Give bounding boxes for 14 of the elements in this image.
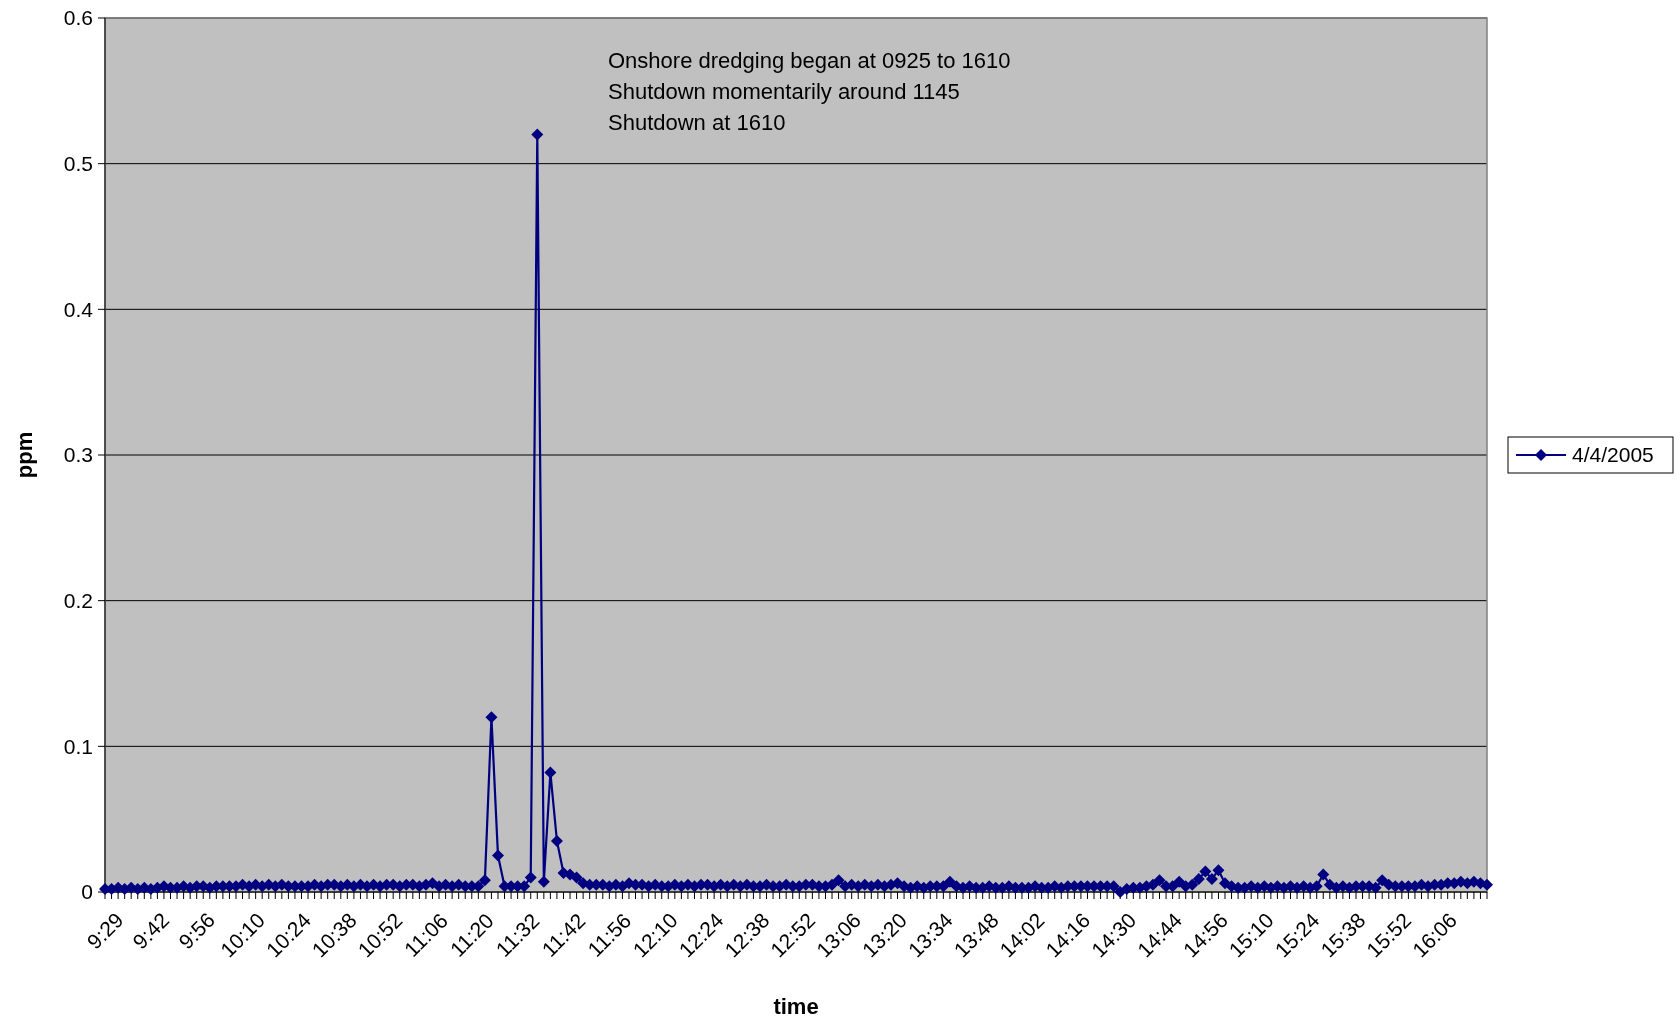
x-tick-label: 9:29 [82, 908, 128, 954]
y-tick-label: 0.2 [63, 589, 93, 613]
y-tick-label: 0.3 [63, 443, 93, 467]
y-axis-title: ppm [12, 431, 37, 479]
y-tick-label: 0.1 [63, 734, 93, 758]
y-tick-label: 0 [81, 880, 93, 904]
y-tick-label: 0.4 [63, 297, 94, 321]
annotation: Shutdown momentarily around 1145 [608, 79, 960, 104]
y-tick-label: 0.5 [63, 152, 93, 176]
x-axis-title: time [773, 994, 819, 1019]
annotation: Shutdown at 1610 [608, 110, 786, 135]
legend-label: 4/4/2005 [1572, 443, 1654, 467]
y-tick-label: 0.6 [63, 6, 93, 30]
annotation: Onshore dredging began at 0925 to 1610 [608, 48, 1011, 73]
